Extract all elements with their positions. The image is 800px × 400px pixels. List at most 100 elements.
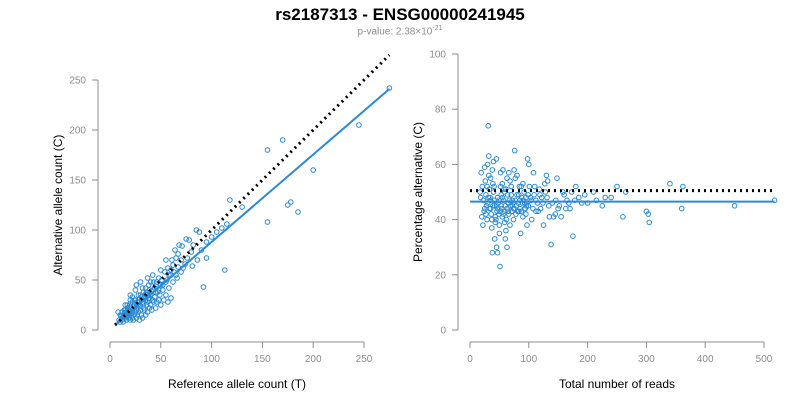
allele-counts-point-8: [264, 219, 271, 225]
allele-counts-point-166: [142, 291, 149, 297]
allele-counts-y-tick-label-4: 200: [69, 126, 86, 137]
percentage-alternative-point-20: [558, 214, 564, 220]
allele-counts-point-32: [149, 272, 156, 278]
percentage-alternative-point-198: [525, 203, 532, 209]
percentage-alternative-point-167: [489, 216, 495, 223]
percentage-alternative-point-157: [581, 192, 588, 198]
allele-counts-point-142: [136, 317, 143, 323]
percentage-alternative-point-170: [492, 219, 499, 226]
allele-counts-point-108: [169, 257, 175, 263]
percentage-alternative-x-axis-label: Total number of reads: [559, 377, 675, 391]
percentage-alternative-point-56: [508, 183, 515, 190]
percentage-alternative-point-99: [481, 164, 488, 170]
percentage-alternative-point-110: [487, 175, 494, 181]
percentage-alternative-x-tick-label-1: 100: [520, 354, 537, 365]
percentage-alternative-point-105: [478, 169, 485, 176]
allele-counts-x-tick-label-4: 200: [305, 354, 322, 365]
chart-title: rs2187313 - ENSG00000241945: [275, 5, 525, 24]
percentage-alternative-point-169: [491, 183, 497, 190]
allele-counts-point-75: [174, 275, 180, 281]
allele-counts-point-103: [150, 279, 157, 285]
allele-counts-point-14: [200, 284, 207, 290]
percentage-alternative-point-63: [503, 227, 509, 234]
allele-counts-point-109: [172, 247, 178, 253]
percentage-alternative-point-22: [554, 175, 560, 181]
percentage-alternative-point-3: [678, 205, 685, 212]
percentage-alternative-point-176: [499, 194, 506, 201]
percentage-alternative-point-82: [491, 203, 498, 209]
allele-counts-point-159: [175, 264, 181, 270]
percentage-alternative-point-152: [563, 205, 569, 212]
allele-counts-point-10: [227, 197, 233, 203]
percentage-alternative-point-19: [561, 192, 567, 198]
p-value-exponent: -21: [432, 25, 443, 32]
allele-counts-point-12: [224, 221, 230, 227]
allele-counts-point-7: [264, 147, 271, 153]
percentage-alternative-point-188: [513, 203, 520, 209]
percentage-alternative-point-50: [514, 192, 520, 198]
percentage-alternative-point-58: [506, 211, 512, 217]
percentage-alternative-point-11: [602, 194, 609, 201]
percentage-alternative-point-85: [490, 180, 496, 187]
percentage-alternative-y-tick-label-4: 80: [435, 105, 447, 116]
percentage-alternative-point-109: [486, 153, 492, 159]
percentage-alternative-point-192: [518, 208, 525, 215]
percentage-alternative-point-28: [543, 172, 550, 179]
allele-counts-point-20: [176, 242, 182, 248]
percentage-alternative-y-tick-label-3: 60: [435, 160, 447, 171]
percentage-alternative-point-16: [570, 233, 576, 239]
allele-counts-point-152: [147, 302, 154, 308]
allele-counts-point-113: [189, 263, 196, 269]
percentage-alternative-point-14: [576, 194, 582, 201]
percentage-alternative-point-137: [526, 183, 533, 190]
allele-counts-point-110: [175, 251, 181, 257]
allele-counts-x-tick-label-0: 0: [107, 354, 113, 365]
percentage-alternative-point-15: [573, 183, 579, 190]
allele-counts-x-tick-label-2: 100: [203, 354, 220, 365]
percentage-alternative-point-160: [608, 194, 614, 201]
allele-counts-point-13: [203, 255, 210, 261]
percentage-alternative-point-60: [504, 192, 511, 198]
allele-counts-point-58: [143, 302, 150, 308]
percentage-alternative-point-116: [496, 230, 503, 237]
percentage-alternative-point-127: [512, 175, 519, 181]
percentage-alternative-y-axis-label: Percentage alternative (C): [411, 122, 425, 262]
percentage-alternative-point-131: [518, 183, 525, 190]
percentage-alternative-point-81: [492, 214, 499, 220]
percentage-alternative-point-69: [499, 214, 506, 220]
allele-counts-point-68: [139, 285, 146, 291]
percentage-alternative-point-159: [599, 203, 606, 209]
percentage-alternative-y-tick-label-2: 40: [435, 215, 447, 226]
percentage-alternative-point-150: [556, 203, 563, 209]
percentage-alternative-point-142: [535, 208, 542, 215]
percentage-alternative-point-7: [643, 208, 650, 215]
allele-counts-y-tick-label-5: 250: [69, 76, 86, 87]
percentage-alternative-point-190: [516, 192, 522, 198]
percentage-alternative-point-124: [508, 192, 515, 198]
allele-counts-point-163: [150, 299, 157, 305]
percentage-alternative-point-27: [544, 178, 551, 184]
allele-counts-point-132: [135, 309, 142, 315]
allele-counts-point-18: [186, 237, 192, 243]
percentage-alternative-point-139: [530, 205, 536, 212]
allele-counts-x-tick-label-3: 150: [254, 354, 271, 365]
percentage-alternative-point-134: [523, 211, 529, 217]
percentage-alternative-x-tick-label-4: 400: [697, 354, 714, 365]
percentage-alternative-point-90: [487, 194, 493, 201]
allele-counts-point-164: [146, 305, 153, 311]
percentage-alternative-point-174: [497, 208, 503, 215]
allele-counts-point-57: [145, 282, 152, 288]
allele-counts-point-160: [161, 297, 167, 303]
percentage-alternative-point-61: [504, 175, 510, 181]
allele-counts-point-138: [148, 291, 155, 297]
percentage-alternative-x-tick-label-0: 0: [467, 354, 473, 365]
percentage-alternative-point-102: [480, 222, 486, 228]
allele-counts-point-28: [163, 257, 169, 263]
allele-counts-point-116: [203, 239, 210, 245]
allele-counts-point-175: [124, 305, 131, 311]
percentage-alternative-point-88: [488, 211, 495, 217]
percentage-alternative-point-47: [517, 230, 524, 237]
chart-subtitle: p-value: 2.38×10-21: [0, 25, 800, 37]
percentage-alternative-point-132: [520, 180, 526, 187]
